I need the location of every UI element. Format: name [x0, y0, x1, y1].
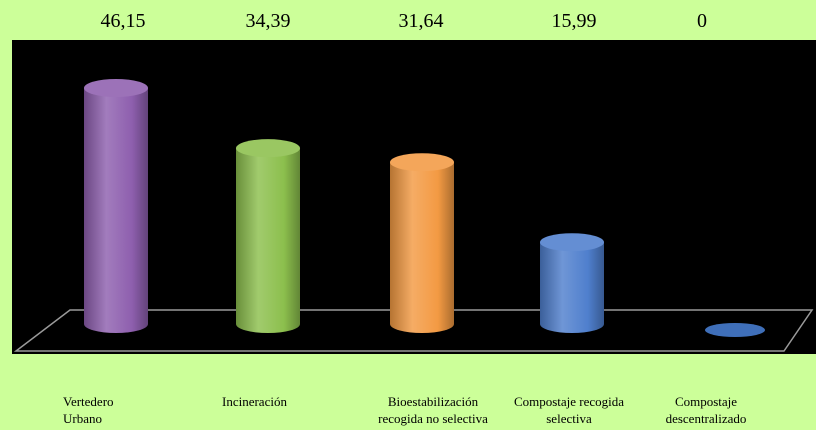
category-label-4-line-2: descentralizado: [665, 411, 747, 426]
plot-area: [12, 40, 816, 354]
value-label-1: 34,39: [245, 10, 291, 32]
category-label-2-line-2: recogida no selectiva: [378, 411, 488, 426]
value-label-2: 31,64: [398, 10, 444, 32]
value-label-3: 15,99: [551, 10, 597, 32]
category-label-1: Incineración: [222, 393, 372, 410]
bar-4: [705, 323, 765, 337]
category-label-2-line-1: Bioestabilización: [387, 394, 479, 409]
category-label-3-line-1: Compostaje recogida: [513, 394, 625, 409]
category-label-0: Vertedero Urbano: [63, 393, 213, 427]
bar-1-top: [236, 139, 300, 158]
bar-1: [236, 139, 300, 333]
bar-0: [84, 79, 148, 333]
category-label-2: Bioestabilización recogida no selectiva: [358, 393, 508, 427]
bar-4-disk: [705, 323, 765, 337]
value-label-4: 0: [697, 10, 707, 32]
bar-3-body: [540, 242, 604, 333]
category-label-4-line-1: Compostaje: [674, 394, 738, 409]
bar-2-top: [390, 153, 454, 172]
bar-2: [390, 153, 454, 333]
category-label-1-line-1: Incineración: [222, 394, 287, 409]
category-label-3-line-2: selectiva: [546, 411, 592, 426]
bar-2-body: [390, 162, 454, 333]
category-label-0-line-1: Vertedero: [63, 394, 114, 409]
bar-1-body: [236, 148, 300, 333]
value-label-0: 46,15: [100, 10, 146, 32]
bar-3: [540, 233, 604, 333]
plot-svg: [13, 79, 814, 352]
bar-0-body: [84, 88, 148, 333]
bar-3-top: [540, 233, 604, 252]
bar-0-top: [84, 79, 148, 97]
category-label-4: Compostaje descentralizado: [631, 393, 781, 427]
category-label-0-line-2: Urbano: [63, 411, 102, 426]
category-label-3: Compostaje recogida selectiva: [494, 393, 644, 427]
